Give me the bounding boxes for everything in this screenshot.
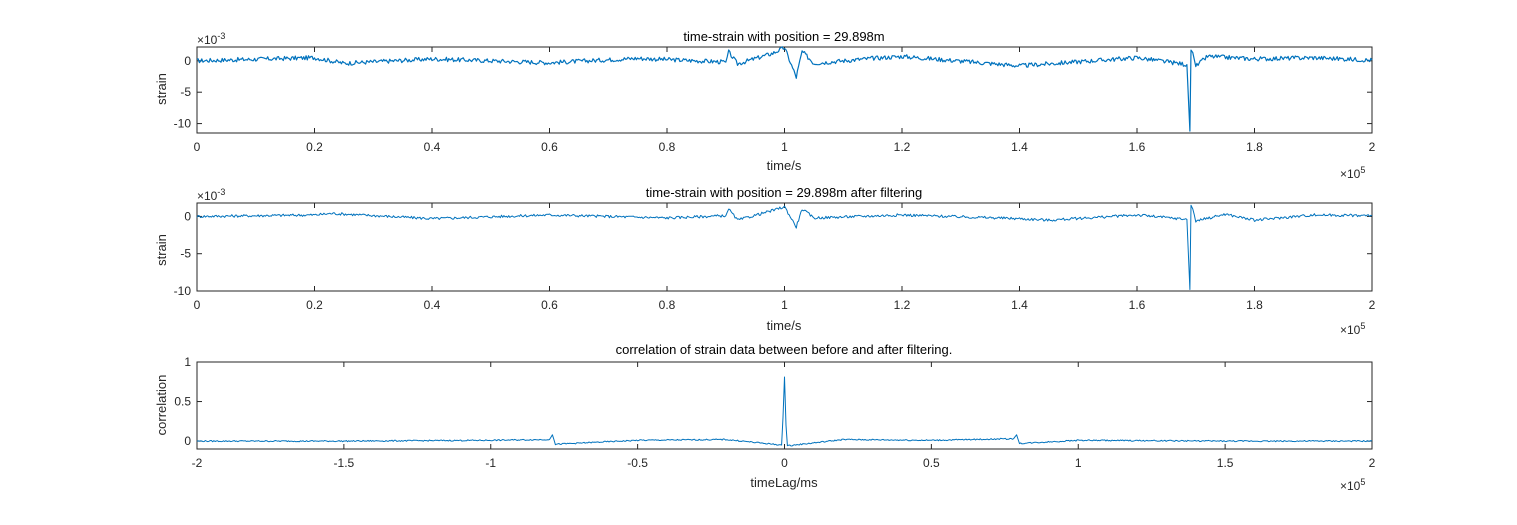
y-axis-title: correlation (154, 375, 169, 436)
x-tick-label: 1.8 (1246, 140, 1263, 154)
x-axis-title: time/s (767, 158, 802, 173)
x-exponent-label: ×105 (1340, 165, 1365, 181)
series-line (196, 46, 1373, 132)
x-tick-label: 0.2 (306, 140, 323, 154)
series-line (196, 376, 1373, 447)
chart-title: correlation of strain data between befor… (616, 342, 953, 357)
chart-title: time-strain with position = 29.898m (683, 29, 884, 44)
x-tick-label: 1.6 (1129, 140, 1146, 154)
x-tick-label: 2 (1369, 140, 1376, 154)
x-tick-label: 0.6 (541, 140, 558, 154)
y-tick-label: 0 (184, 54, 191, 68)
y-axis-title: strain (154, 73, 169, 105)
x-axis-title: timeLag/ms (750, 475, 818, 490)
x-tick-label: -1.5 (334, 456, 355, 470)
x-exponent-label: ×105 (1340, 477, 1365, 493)
chart-title: time-strain with position = 29.898m afte… (646, 185, 922, 200)
y-tick-label: -10 (174, 284, 192, 298)
x-tick-label: -0.5 (627, 456, 648, 470)
x-tick-label: 1.4 (1011, 140, 1028, 154)
x-tick-label: 1.2 (894, 298, 911, 312)
x-tick-label: 0.4 (424, 140, 441, 154)
x-tick-label: 1 (1075, 456, 1082, 470)
x-tick-label: 1.6 (1129, 298, 1146, 312)
x-tick-label: 0.8 (659, 140, 676, 154)
y-tick-label: 0 (184, 209, 191, 223)
x-tick-label: 0.8 (659, 298, 676, 312)
x-tick-label: 1.4 (1011, 298, 1028, 312)
subplot-correlation: correlation of strain data between befor… (154, 342, 1376, 493)
y-tick-label: 1 (184, 355, 191, 369)
x-tick-label: 0.2 (306, 298, 323, 312)
x-tick-label: 0.6 (541, 298, 558, 312)
x-tick-label: 1.5 (1217, 456, 1234, 470)
subplot-raw-strain: time-strain with position = 29.898m ×10-… (154, 29, 1376, 181)
x-tick-label: 1.2 (894, 140, 911, 154)
y-exponent-label: ×10-3 (197, 187, 225, 203)
x-tick-label: 2 (1369, 456, 1376, 470)
x-tick-label: 1 (781, 140, 788, 154)
x-tick-label: 0.5 (923, 456, 940, 470)
plot-area-frame (196, 46, 1373, 134)
y-tick-label: 0 (184, 434, 191, 448)
x-tick-label: -2 (192, 456, 203, 470)
y-tick-label: -10 (174, 117, 192, 131)
y-tick-label: 0.5 (174, 395, 191, 409)
x-tick-label: 2 (1369, 298, 1376, 312)
x-tick-label: 1 (781, 298, 788, 312)
x-tick-label: 1.8 (1246, 298, 1263, 312)
x-axis-title: time/s (767, 318, 802, 333)
series-line (196, 204, 1373, 290)
y-tick-label: -5 (180, 85, 191, 99)
y-exponent-label: ×10-3 (197, 31, 225, 47)
x-tick-label: 0 (194, 298, 201, 312)
plot-area-frame (196, 202, 1373, 292)
x-tick-label: -1 (485, 456, 496, 470)
x-exponent-label: ×105 (1340, 321, 1365, 337)
x-tick-label: 0 (194, 140, 201, 154)
x-tick-label: 0 (781, 456, 788, 470)
y-axis-title: strain (154, 234, 169, 266)
y-tick-label: -5 (180, 247, 191, 261)
subplot-filtered-strain: time-strain with position = 29.898m afte… (154, 185, 1376, 337)
x-tick-label: 0.4 (424, 298, 441, 312)
plot-area-frame (196, 361, 1373, 450)
